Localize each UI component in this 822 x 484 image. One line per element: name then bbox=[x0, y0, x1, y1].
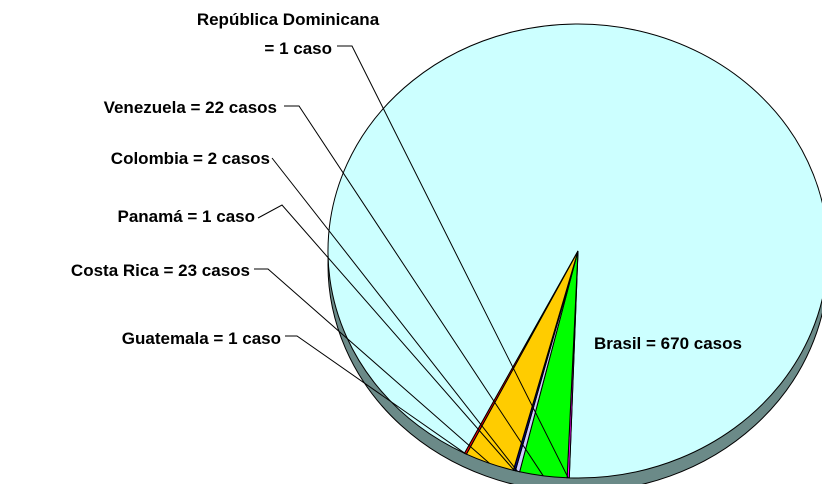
leader-line-costa-rica bbox=[254, 268, 490, 464]
label-panama: Panamá = 1 caso bbox=[117, 207, 255, 226]
leader-lines bbox=[254, 45, 569, 479]
label-colombia: Colombia = 2 casos bbox=[111, 149, 270, 168]
leader-line-republica-dominicana bbox=[337, 45, 569, 479]
label-brasil: Brasil = 670 casos bbox=[594, 334, 742, 353]
leader-line-venezuela bbox=[284, 105, 544, 477]
label-republica-dominicana-line1: República Dominicana bbox=[197, 10, 380, 29]
pie-slice-brasil bbox=[327, 23, 822, 479]
label-guatemala: Guatemala = 1 caso bbox=[122, 329, 281, 348]
label-costa-rica: Costa Rica = 23 casos bbox=[71, 261, 250, 280]
leader-line-colombia bbox=[271, 157, 518, 472]
leader-line-guatemala bbox=[285, 335, 466, 455]
pie-slices bbox=[327, 23, 822, 479]
label-venezuela: Venezuela = 22 casos bbox=[104, 98, 277, 117]
leader-line-panama bbox=[257, 204, 515, 471]
label-republica-dominicana-line2: = 1 caso bbox=[264, 39, 332, 58]
